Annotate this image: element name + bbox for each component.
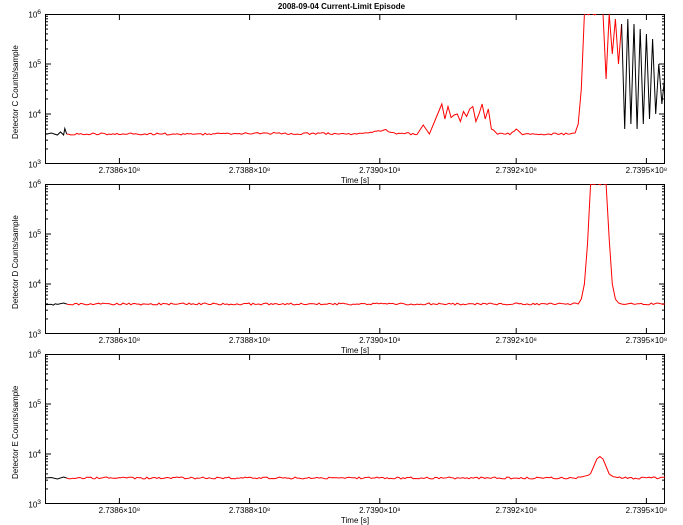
x-tick-label: 2.7392×10⁸ (495, 336, 536, 345)
x-tick-label: 2.7390×10⁸ (359, 166, 400, 175)
chart-panel-2: Detector E Counts/sample1031041051062.73… (45, 354, 665, 504)
x-tick-label: 2.7388×10⁸ (229, 166, 270, 175)
y-tick-label: 104 (21, 109, 41, 120)
series-1 (67, 184, 665, 305)
chart-canvas (45, 14, 665, 164)
y-tick-label: 105 (21, 229, 41, 240)
x-tick-label: 2.7386×10⁸ (99, 506, 140, 515)
series-1 (67, 457, 665, 480)
y-tick-label: 103 (21, 499, 41, 510)
x-tick-label: 2.7386×10⁸ (99, 336, 140, 345)
chart-panel-1: Detector D Counts/sample1031041051062.73… (45, 184, 665, 334)
y-tick-label: 104 (21, 449, 41, 460)
chart-title: 2008-09-04 Current-Limit Episode (0, 2, 683, 11)
series-0 (45, 303, 67, 305)
series-0 (45, 129, 67, 136)
x-axis-label: Time [s] (45, 516, 665, 525)
x-tick-label: 2.7392×10⁸ (495, 506, 536, 515)
y-tick-label: 103 (21, 159, 41, 170)
chart-canvas (45, 354, 665, 504)
y-axis-label: Detector D Counts/sample (11, 215, 20, 309)
x-tick-label: 2.7395×10⁸ (626, 336, 667, 345)
chart-panel-0: Detector C Counts/sample1031041051062.73… (45, 14, 665, 164)
series-1 (67, 14, 622, 135)
x-tick-label: 2.7395×10⁸ (626, 506, 667, 515)
y-tick-label: 103 (21, 329, 41, 340)
y-tick-label: 105 (21, 399, 41, 410)
y-axis-label: Detector C Counts/sample (11, 45, 20, 139)
x-tick-label: 2.7390×10⁸ (359, 506, 400, 515)
y-axis-label: Detector E Counts/sample (11, 386, 20, 479)
series-0 (45, 477, 67, 479)
x-tick-label: 2.7386×10⁸ (99, 166, 140, 175)
y-tick-label: 105 (21, 59, 41, 70)
x-tick-label: 2.7390×10⁸ (359, 336, 400, 345)
series-2 (622, 19, 665, 129)
x-tick-label: 2.7388×10⁸ (229, 336, 270, 345)
x-tick-label: 2.7392×10⁸ (495, 166, 536, 175)
y-tick-label: 104 (21, 279, 41, 290)
y-tick-label: 106 (21, 179, 41, 190)
x-tick-label: 2.7395×10⁸ (626, 166, 667, 175)
y-tick-label: 106 (21, 9, 41, 20)
chart-canvas (45, 184, 665, 334)
x-tick-label: 2.7388×10⁸ (229, 506, 270, 515)
y-tick-label: 106 (21, 349, 41, 360)
